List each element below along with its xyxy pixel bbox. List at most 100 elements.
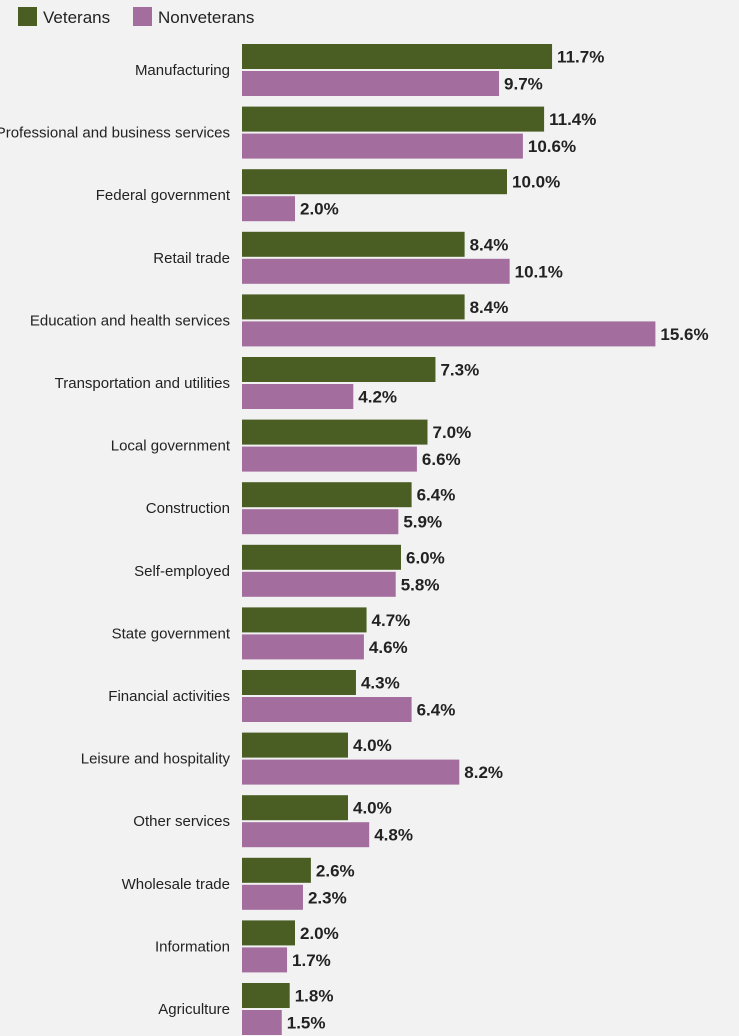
value-label-nonveterans: 9.7% <box>504 75 543 94</box>
bar-veterans-other-services <box>242 795 348 821</box>
bar-veterans-financial-activities <box>242 670 356 695</box>
value-label-veterans: 4.7% <box>372 611 411 630</box>
bar-nonveterans-transportation-and-utilities <box>242 384 354 409</box>
value-label-veterans: 2.0% <box>300 924 339 943</box>
category-row-transportation-and-utilities: Transportation and utilities 7.3% 4.2% <box>55 357 479 409</box>
chart-rows: Manufacturing 11.7% 9.7% Professional and b… <box>0 44 709 1035</box>
value-label-nonveterans: 10.1% <box>515 262 563 281</box>
value-label-nonveterans: 1.7% <box>292 951 331 970</box>
bar-veterans-local-government <box>242 419 428 445</box>
value-label-veterans: 4.0% <box>353 799 392 818</box>
category-row-local-government: Local government 7.0% 6.6% <box>111 419 472 472</box>
bar-nonveterans-construction <box>242 509 399 535</box>
category-row-education-and-health-services: Education and health services 8.4% 15.6% <box>30 294 709 347</box>
bar-veterans-state-government <box>242 607 367 633</box>
bar-veterans-agriculture <box>242 983 290 1008</box>
bar-nonveterans-other-services <box>242 822 370 848</box>
value-label-veterans: 4.0% <box>353 736 392 755</box>
value-label-nonveterans: 4.8% <box>374 826 413 845</box>
bar-nonveterans-manufacturing <box>242 71 500 96</box>
category-row-self-employed: Self-employed 6.0% 5.8% <box>134 544 445 597</box>
value-label-veterans: 10.0% <box>512 173 560 192</box>
value-label-veterans: 1.8% <box>295 987 334 1006</box>
bar-veterans-professional-and-business-services <box>242 106 545 132</box>
bar-nonveterans-professional-and-business-services <box>242 133 523 159</box>
bar-veterans-self-employed <box>242 544 401 570</box>
value-label-nonveterans: 5.8% <box>401 575 440 594</box>
bar-nonveterans-financial-activities <box>242 697 412 722</box>
category-row-agriculture: Agriculture 1.8% 1.5% <box>158 983 333 1035</box>
bar-nonveterans-federal-government <box>242 196 295 222</box>
bar-nonveterans-self-employed <box>242 571 396 597</box>
value-label-nonveterans: 5.9% <box>403 513 442 532</box>
category-label: Wholesale trade <box>122 876 230 893</box>
category-row-other-services: Other services 4.0% 4.8% <box>133 795 413 848</box>
bar-nonveterans-information <box>242 947 288 973</box>
category-label: Financial activities <box>108 688 230 705</box>
category-row-leisure-and-hospitality: Leisure and hospitality 4.0% 8.2% <box>81 732 503 785</box>
bar-veterans-education-and-health-services <box>242 294 465 320</box>
bar-nonveterans-state-government <box>242 634 364 660</box>
chart-legend: Veterans Nonveterans <box>18 7 254 27</box>
category-row-construction: Construction 6.4% 5.9% <box>146 482 456 535</box>
category-row-federal-government: Federal government 10.0% 2.0% <box>96 169 560 222</box>
category-row-financial-activities: Financial activities 4.3% 6.4% <box>108 670 455 722</box>
category-label: Information <box>155 938 230 955</box>
value-label-nonveterans: 6.6% <box>422 450 461 469</box>
category-row-wholesale-trade: Wholesale trade 2.6% 2.3% <box>122 857 355 910</box>
legend-swatch-nonveterans <box>133 7 152 26</box>
legend-swatch-veterans <box>18 7 37 26</box>
category-label: Leisure and hospitality <box>81 751 231 768</box>
value-label-veterans: 4.3% <box>361 674 400 693</box>
value-label-veterans: 2.6% <box>316 861 355 880</box>
category-label: State government <box>112 625 231 642</box>
category-row-manufacturing: Manufacturing 11.7% 9.7% <box>135 44 604 96</box>
value-label-nonveterans: 15.6% <box>660 325 708 344</box>
bar-nonveterans-agriculture <box>242 1010 282 1035</box>
bar-nonveterans-local-government <box>242 446 417 472</box>
category-label: Construction <box>146 500 230 517</box>
category-row-professional-and-business-services: Professional and business services 11.4% 1… <box>0 106 596 159</box>
value-label-nonveterans: 4.2% <box>358 388 397 407</box>
legend-label-nonveterans: Nonveterans <box>158 8 254 27</box>
category-label: Agriculture <box>158 1001 230 1018</box>
bar-nonveterans-education-and-health-services <box>242 321 656 347</box>
bar-veterans-leisure-and-hospitality <box>242 732 348 758</box>
category-label: Manufacturing <box>135 62 230 79</box>
bar-nonveterans-retail-trade <box>242 258 510 284</box>
value-label-nonveterans: 1.5% <box>287 1014 326 1033</box>
value-label-veterans: 11.7% <box>557 48 604 67</box>
bar-veterans-federal-government <box>242 169 507 195</box>
category-label: Self-employed <box>134 563 230 580</box>
value-label-veterans: 8.4% <box>470 235 509 254</box>
category-row-information: Information 2.0% 1.7% <box>155 920 339 973</box>
value-label-veterans: 7.0% <box>433 423 472 442</box>
bar-veterans-transportation-and-utilities <box>242 357 436 382</box>
bar-veterans-information <box>242 920 295 946</box>
bar-veterans-retail-trade <box>242 231 465 257</box>
value-label-nonveterans: 10.6% <box>528 137 576 156</box>
value-label-veterans: 6.4% <box>417 486 456 505</box>
category-label: Federal government <box>96 187 231 204</box>
category-label: Other services <box>133 813 230 830</box>
value-label-nonveterans: 4.6% <box>369 638 408 657</box>
category-label: Retail trade <box>153 250 230 267</box>
value-label-veterans: 7.3% <box>440 361 479 380</box>
bar-nonveterans-leisure-and-hospitality <box>242 759 460 785</box>
category-row-state-government: State government 4.7% 4.6% <box>112 607 411 660</box>
category-row-retail-trade: Retail trade 8.4% 10.1% <box>153 231 563 284</box>
bar-veterans-construction <box>242 482 412 508</box>
category-label: Professional and business services <box>0 125 230 142</box>
value-label-veterans: 6.0% <box>406 548 445 567</box>
value-label-veterans: 11.4% <box>549 110 596 129</box>
bar-veterans-wholesale-trade <box>242 857 311 883</box>
category-label: Transportation and utilities <box>55 375 230 392</box>
value-label-nonveterans: 2.3% <box>308 888 347 907</box>
bar-veterans-manufacturing <box>242 44 553 69</box>
legend-label-veterans: Veterans <box>43 8 110 27</box>
value-label-veterans: 8.4% <box>470 298 509 317</box>
value-label-nonveterans: 8.2% <box>464 763 503 782</box>
value-label-nonveterans: 2.0% <box>300 200 339 219</box>
category-label: Education and health services <box>30 312 230 329</box>
